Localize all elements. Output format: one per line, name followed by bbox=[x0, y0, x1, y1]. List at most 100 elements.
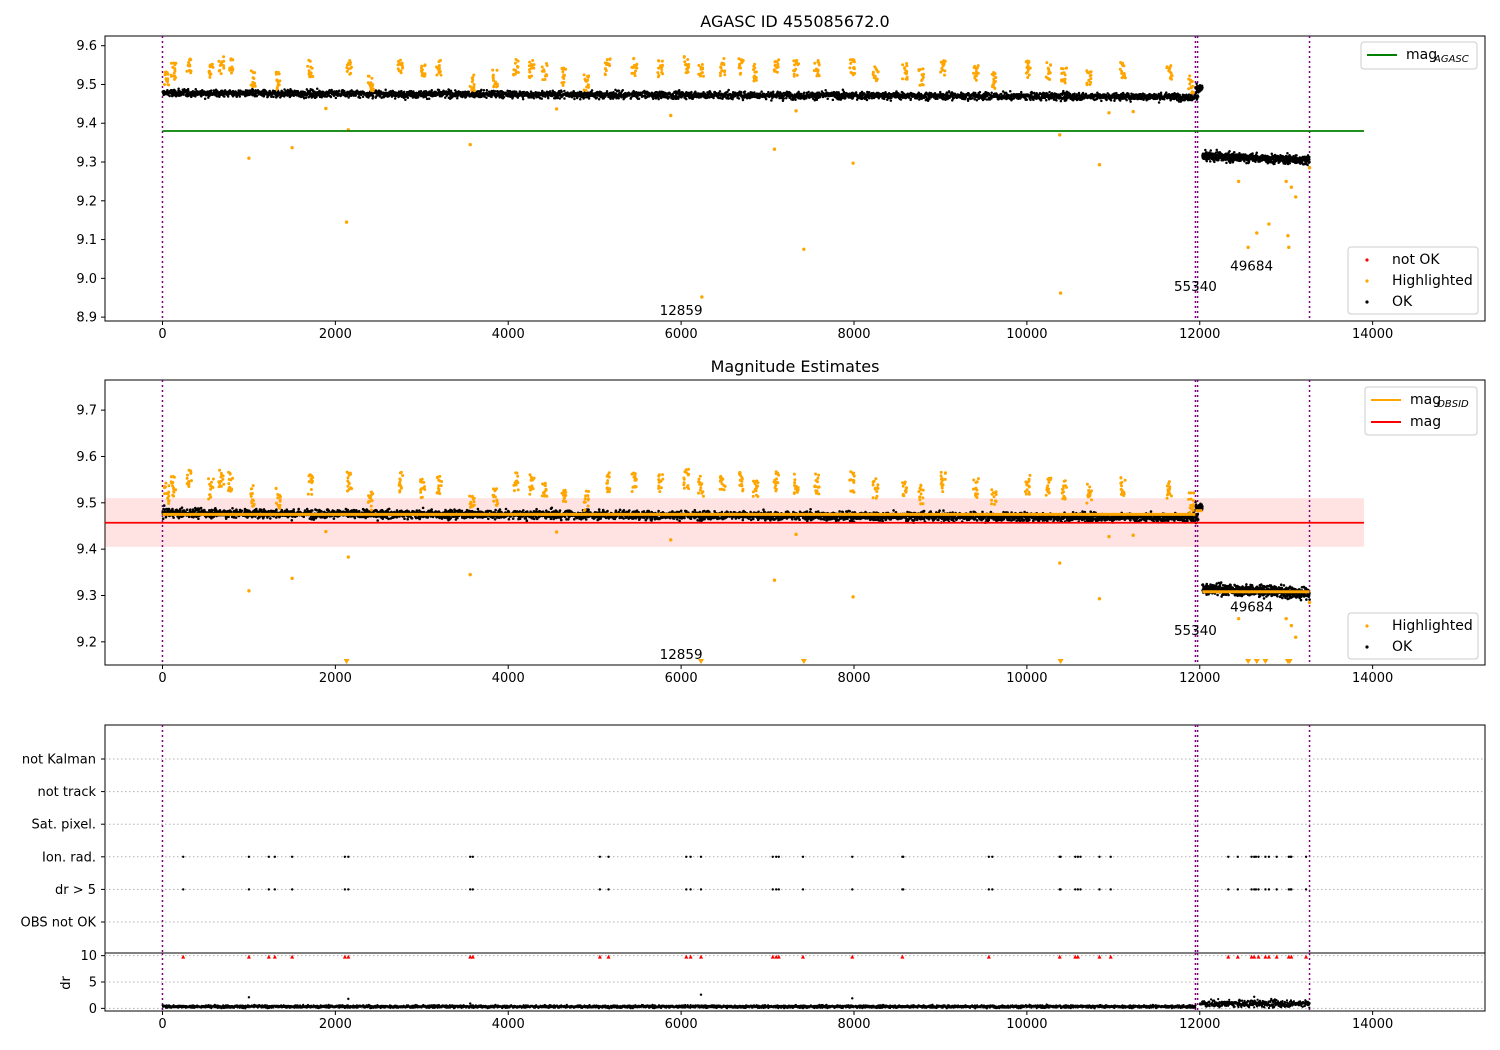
flag-event-point bbox=[1098, 855, 1101, 858]
flag-event-point bbox=[689, 855, 692, 858]
y-tick-label: 9.5 bbox=[76, 496, 97, 511]
x-tick-label: 6000 bbox=[665, 671, 698, 686]
highlighted-points bbox=[491, 487, 500, 507]
x-tick-label: 0 bbox=[158, 1017, 166, 1032]
highlighted-cluster bbox=[435, 474, 444, 496]
highlighted-cluster bbox=[512, 58, 520, 77]
panel-4-axes: 0 2000 4000 6000 8000 10000 12000 14000 0 5 10 bbox=[80, 949, 1485, 1032]
highlighted-outlier-point bbox=[1293, 635, 1298, 639]
panel-4-data bbox=[161, 953, 1311, 1011]
highlighted-outlier-point bbox=[669, 538, 673, 542]
highlighted-points bbox=[871, 65, 880, 83]
highlighted-cluster bbox=[871, 477, 880, 500]
flag-event-point bbox=[1109, 855, 1112, 858]
flag-label: dr > 5 bbox=[55, 883, 96, 898]
highlighted-outlier-point bbox=[324, 529, 328, 534]
flag-event-point bbox=[1287, 855, 1290, 858]
flag-event-point bbox=[774, 855, 778, 858]
panel-magnitude-estimates: Magnitude Estimates 0 2000 4000 6000 8000 100… bbox=[76, 357, 1486, 686]
panel-dr: 0 2000 4000 6000 8000 10000 12000 14000 0 5 10 bbox=[80, 949, 1486, 1032]
dr-clipped-marker bbox=[1057, 954, 1062, 959]
highlighted-cluster bbox=[274, 486, 282, 510]
legend-mag-label: mag bbox=[1410, 414, 1441, 430]
highlighted-cluster bbox=[169, 475, 178, 498]
flag-event-point bbox=[1264, 888, 1267, 891]
highlighted-points bbox=[682, 467, 691, 491]
legend-highlighted-label: Highlighted bbox=[1392, 273, 1473, 289]
highlighted-points bbox=[752, 62, 758, 83]
highlighted-cluster bbox=[917, 67, 926, 87]
highlighted-outlier-point bbox=[1267, 222, 1271, 226]
dr-outlier-point bbox=[699, 993, 703, 996]
flag-event-point bbox=[1267, 888, 1271, 891]
highlighted-cluster bbox=[1119, 476, 1127, 498]
highlighted-points bbox=[682, 55, 691, 75]
legend-mag-obsid-sub: OBSID bbox=[1437, 399, 1469, 410]
obsid-annotation: 49684 bbox=[1230, 259, 1273, 275]
highlighted-cluster bbox=[540, 62, 549, 82]
dr-axis-label: dr bbox=[59, 976, 74, 990]
obsid-annotation: 12859 bbox=[660, 303, 703, 319]
highlighted-outlier-point bbox=[1286, 233, 1290, 238]
highlighted-cluster bbox=[228, 57, 235, 75]
highlighted-cluster bbox=[792, 472, 800, 495]
highlighted-cluster bbox=[917, 483, 925, 506]
highlighted-outlier-point bbox=[1289, 185, 1294, 189]
panel-2-legend-points: Highlighted OK bbox=[1347, 612, 1479, 660]
dr-clipped-marker bbox=[1075, 954, 1080, 959]
legend-ok-marker bbox=[1365, 645, 1369, 649]
dr-clipped-marker bbox=[470, 954, 475, 959]
highlighted-cluster bbox=[772, 470, 781, 493]
legend-box bbox=[1347, 612, 1479, 660]
legend-highlighted-label: Highlighted bbox=[1392, 618, 1473, 634]
highlighted-points bbox=[718, 57, 727, 78]
highlighted-cluster bbox=[1044, 61, 1053, 81]
highlighted-cluster bbox=[718, 474, 727, 492]
highlighted-points bbox=[656, 59, 665, 79]
flag-event-point bbox=[987, 855, 991, 858]
flag-event-point bbox=[1079, 855, 1082, 858]
highlighted-points bbox=[939, 59, 947, 77]
highlighted-points bbox=[1187, 74, 1195, 95]
highlighted-cluster bbox=[901, 62, 909, 81]
highlighted-outlier-point bbox=[468, 142, 472, 147]
x-tick-label: 6000 bbox=[665, 1017, 698, 1032]
highlighted-cluster bbox=[682, 467, 691, 491]
flag-event-point bbox=[1287, 888, 1290, 891]
obsid-annotation: 49684 bbox=[1230, 600, 1273, 616]
panel-3-data bbox=[161, 725, 1311, 953]
highlighted-points bbox=[226, 470, 235, 493]
highlighted-cluster bbox=[491, 68, 499, 89]
highlighted-points bbox=[972, 64, 980, 82]
highlighted-cluster bbox=[939, 470, 948, 494]
dr-clipped-marker bbox=[850, 954, 855, 959]
obsid-annotation: 12859 bbox=[660, 647, 703, 663]
highlighted-cluster bbox=[682, 55, 691, 75]
y-tick-label: 9.6 bbox=[76, 450, 97, 465]
dr-clipped-marker bbox=[698, 954, 703, 959]
flag-event-point bbox=[1257, 888, 1260, 891]
highlighted-outlier-point bbox=[802, 247, 806, 251]
highlighted-points bbox=[468, 494, 476, 509]
highlighted-cluster bbox=[207, 62, 215, 79]
highlighted-outlier-point bbox=[1284, 179, 1288, 184]
highlighted-points bbox=[737, 57, 745, 76]
highlighted-points bbox=[217, 468, 226, 489]
flag-event-point bbox=[685, 888, 688, 891]
flag-event-point bbox=[290, 888, 294, 891]
flag-event-point bbox=[247, 855, 251, 858]
highlighted-outlier-point bbox=[1236, 616, 1241, 621]
dr-clipped-marker bbox=[597, 954, 602, 959]
highlighted-points bbox=[420, 63, 427, 78]
flag-event-point bbox=[1254, 888, 1258, 891]
highlighted-outlier-point bbox=[1293, 195, 1298, 199]
highlighted-points bbox=[737, 470, 745, 493]
flag-label: not track bbox=[37, 785, 96, 800]
y-tick-label: 9.4 bbox=[76, 117, 97, 132]
below-range-marker bbox=[800, 659, 807, 664]
highlighted-points bbox=[249, 484, 256, 508]
y-tick-label: 10 bbox=[80, 949, 97, 964]
flag-event-point bbox=[247, 888, 251, 891]
flag-event-point bbox=[1304, 855, 1308, 858]
